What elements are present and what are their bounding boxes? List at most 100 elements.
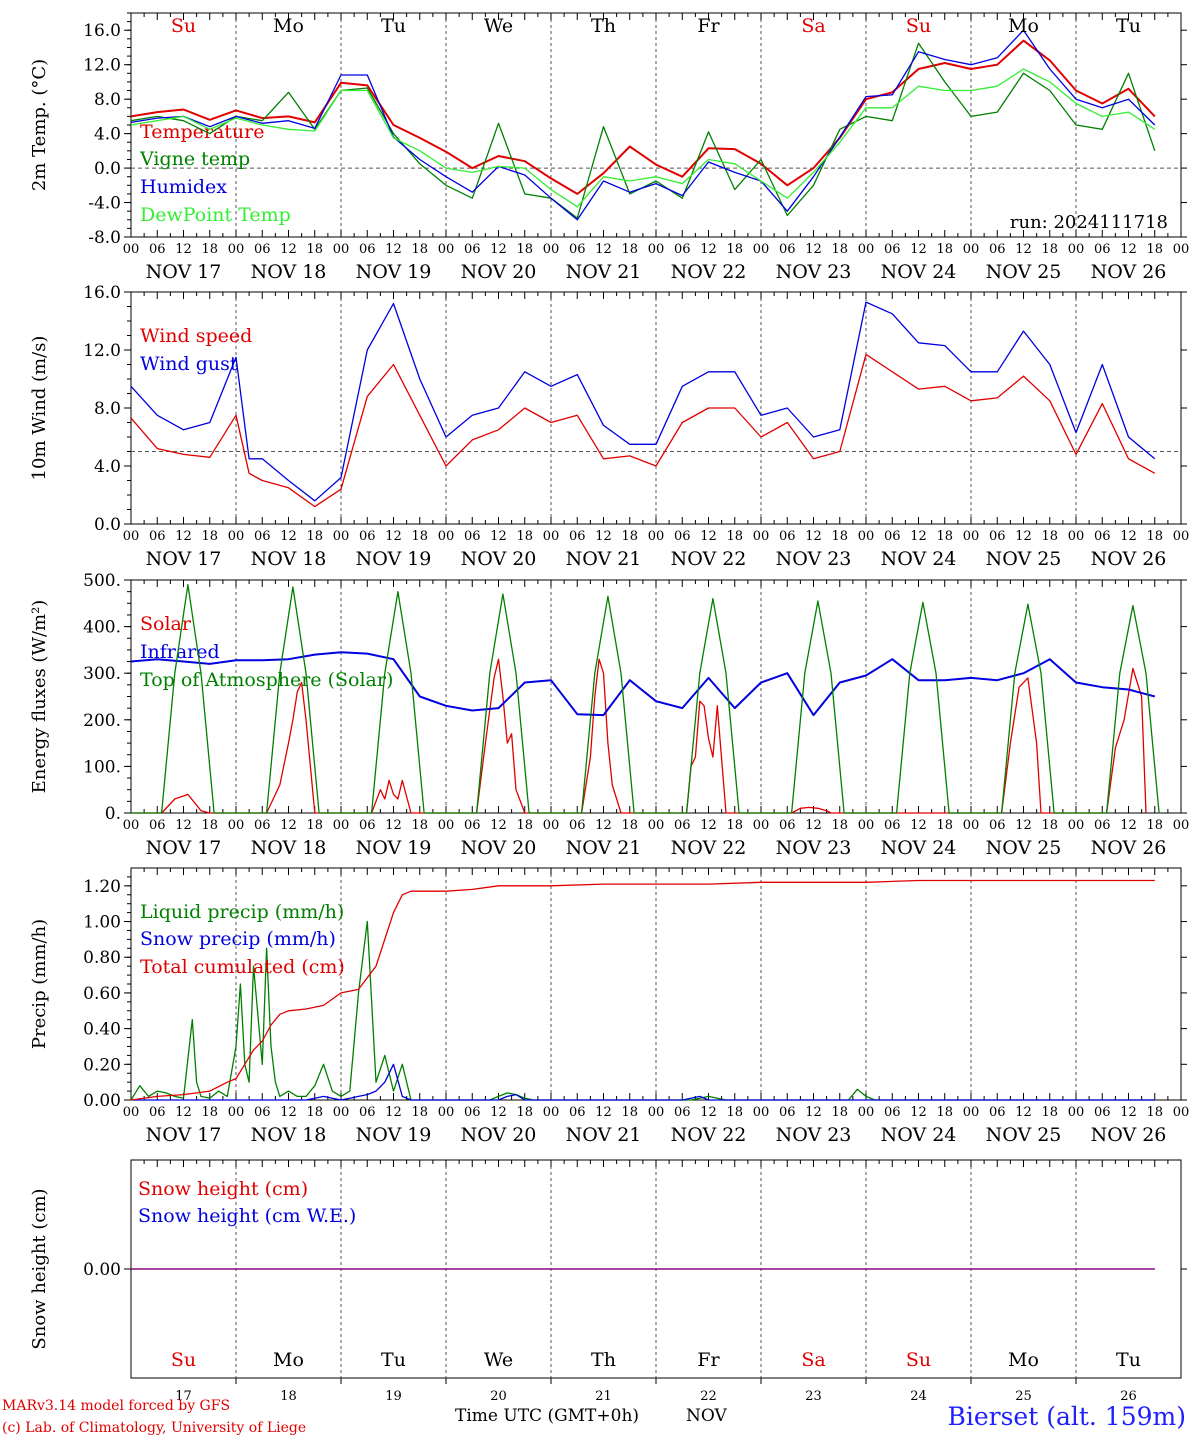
hour-label: 06 bbox=[884, 529, 901, 544]
hour-label: 06 bbox=[254, 529, 271, 544]
hour-label: 18 bbox=[411, 1105, 428, 1120]
hour-label: 06 bbox=[989, 529, 1006, 544]
hour-label: 12 bbox=[280, 242, 297, 257]
hour-label: 06 bbox=[569, 529, 586, 544]
hour-label: 00 bbox=[858, 1105, 875, 1120]
hour-label: 00 bbox=[963, 242, 980, 257]
series-line-1 bbox=[130, 39, 1156, 195]
hour-label: 00 bbox=[543, 242, 560, 257]
hour-label: 00 bbox=[438, 529, 455, 544]
legend-entry: Solar bbox=[140, 613, 192, 635]
hour-label: 00 bbox=[858, 818, 875, 833]
date-label: NOV 24 bbox=[881, 548, 957, 570]
series-line-3 bbox=[130, 879, 1155, 1101]
hour-label: 12 bbox=[280, 1105, 297, 1120]
date-label: NOV 17 bbox=[146, 548, 222, 570]
hour-label: 18 bbox=[411, 242, 428, 257]
hour-label: 12 bbox=[1015, 529, 1032, 544]
date-label: NOV 20 bbox=[461, 261, 537, 283]
hour-label: 06 bbox=[1094, 818, 1111, 833]
hour-label: 00 bbox=[228, 1105, 245, 1120]
hour-label: 12 bbox=[1015, 242, 1032, 257]
hour-label: 06 bbox=[254, 1105, 271, 1120]
hour-label: 12 bbox=[910, 1105, 927, 1120]
y-tick-label: 0.00 bbox=[83, 1260, 121, 1280]
panel-2: 16.0 12.0 8.0 4.0 0.0 10m Wind (m/s) Wind spee… bbox=[29, 283, 1189, 570]
hour-label: 00 bbox=[858, 242, 875, 257]
hour-label: 18 bbox=[411, 529, 428, 544]
hour-label: 12 bbox=[385, 818, 402, 833]
hour-label: 00 bbox=[543, 529, 560, 544]
hour-label: 12 bbox=[490, 242, 507, 257]
series-line-3 bbox=[130, 29, 1156, 221]
series-line-1 bbox=[130, 353, 1156, 508]
date-label: NOV 17 bbox=[146, 261, 222, 283]
hour-label: 18 bbox=[621, 529, 638, 544]
hour-label: 06 bbox=[779, 1105, 796, 1120]
date-label: NOV 25 bbox=[986, 837, 1062, 859]
hour-label: 12 bbox=[1015, 1105, 1032, 1120]
date-label: NOV 23 bbox=[776, 548, 852, 570]
hour-label: 00 bbox=[1068, 818, 1085, 833]
y-tick-label: 0.0 bbox=[94, 515, 121, 535]
hour-label: 06 bbox=[779, 818, 796, 833]
hour-label: 00 bbox=[123, 529, 140, 544]
hour-label: 18 bbox=[306, 242, 323, 257]
hour-label: 12 bbox=[385, 1105, 402, 1120]
legend-entry: Snow height (cm W.E.) bbox=[138, 1205, 356, 1227]
station-name: Bierset (alt. 159m) bbox=[947, 1402, 1186, 1431]
day-name: Tu bbox=[381, 15, 406, 37]
hour-label: 18 bbox=[516, 818, 533, 833]
day-name: Su bbox=[171, 15, 196, 37]
y-tick-label: 0.40 bbox=[83, 1020, 121, 1040]
hour-label: 18 bbox=[306, 529, 323, 544]
legend-entry: Vigne temp bbox=[139, 148, 250, 170]
hour-label: 06 bbox=[149, 529, 166, 544]
hour-label: 18 bbox=[936, 529, 953, 544]
hour-label: 12 bbox=[1120, 242, 1137, 257]
hour-label: 18 bbox=[201, 529, 218, 544]
date-label: NOV 24 bbox=[881, 1124, 957, 1146]
hour-label: 12 bbox=[595, 242, 612, 257]
hour-label: 18 bbox=[1041, 529, 1058, 544]
hour-label: 18 bbox=[621, 818, 638, 833]
panel-3: 500. 400. 300. 200. 100. 0. Energy fluxes (W/m… bbox=[29, 571, 1189, 859]
hour-label: 00 bbox=[1068, 529, 1085, 544]
y-tick-label: 0. bbox=[105, 804, 121, 824]
hour-label: 06 bbox=[674, 242, 691, 257]
date-label: NOV 26 bbox=[1091, 261, 1167, 283]
date-label: NOV 19 bbox=[356, 1124, 432, 1146]
hour-label: 12 bbox=[805, 818, 822, 833]
hour-label: 00 bbox=[333, 242, 350, 257]
date-label: NOV 25 bbox=[986, 548, 1062, 570]
hour-label: 12 bbox=[805, 242, 822, 257]
date-label: NOV 20 bbox=[461, 548, 537, 570]
y-tick-label: 0.20 bbox=[83, 1055, 121, 1075]
day-number: 23 bbox=[805, 1389, 822, 1404]
hour-label: 06 bbox=[569, 1105, 586, 1120]
y-tick-label: 4.0 bbox=[94, 125, 121, 145]
date-label: NOV 25 bbox=[986, 261, 1062, 283]
hour-label: 18 bbox=[831, 1105, 848, 1120]
date-label: NOV 22 bbox=[671, 548, 747, 570]
hour-label: 18 bbox=[726, 1105, 743, 1120]
hour-label: 00 bbox=[963, 818, 980, 833]
hour-label: 00 bbox=[1173, 242, 1190, 257]
hour-label: 12 bbox=[700, 1105, 717, 1120]
hour-label: 00 bbox=[1068, 242, 1085, 257]
hour-label: 18 bbox=[516, 529, 533, 544]
hour-label: 00 bbox=[123, 242, 140, 257]
y-tick-label: 300. bbox=[83, 664, 121, 684]
hour-label: 12 bbox=[910, 818, 927, 833]
panel-4: 1.20 1.00 0.80 0.60 0.40 0.20 0.00 Precip (mm/h… bbox=[29, 867, 1189, 1146]
date-label: NOV 19 bbox=[356, 548, 432, 570]
date-label: NOV 21 bbox=[566, 837, 642, 859]
hour-label: 06 bbox=[359, 529, 376, 544]
day-number: 24 bbox=[910, 1389, 927, 1404]
hour-label: 06 bbox=[464, 529, 481, 544]
day-number: 19 bbox=[385, 1389, 402, 1404]
legend-entry: Wind speed bbox=[140, 325, 252, 347]
hour-label: 12 bbox=[175, 242, 192, 257]
y-tick-label: 0.0 bbox=[94, 159, 121, 179]
y-axis-label: Precip (mm/h) bbox=[29, 919, 50, 1049]
